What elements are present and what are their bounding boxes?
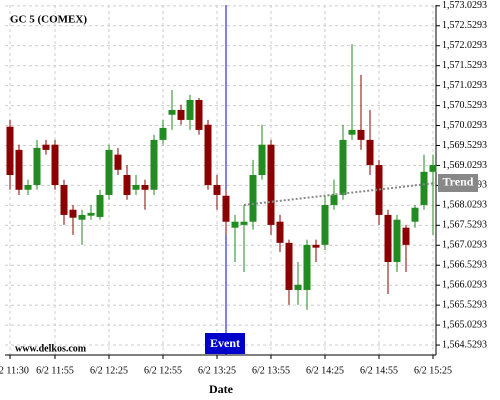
candle-body (132, 184, 140, 190)
candle-body (222, 195, 230, 222)
y-tick-label: 1,571.5293 (442, 60, 487, 71)
y-tick-label: 1,572.0293 (442, 40, 487, 51)
candle-body (78, 214, 86, 220)
candle-body (105, 149, 113, 195)
candle-body (420, 171, 428, 205)
candle-body (348, 129, 356, 135)
candle-body (204, 124, 212, 185)
y-tick-label: 1,571.0293 (442, 80, 487, 91)
y-tick-label: 1,565.0293 (442, 319, 487, 330)
y-tick-label: 1,567.5293 (442, 220, 487, 231)
x-tick-label: 6/2 11:55 (36, 365, 74, 376)
y-tick-label: 1,569.0293 (442, 160, 487, 171)
candle-body (213, 184, 221, 195)
candle-body (303, 244, 311, 290)
candle-body (375, 165, 383, 215)
candle-body (276, 221, 284, 243)
x-tick-label: 6/2 15:25 (414, 365, 452, 376)
y-tick-label: 1,572.5293 (442, 20, 487, 31)
event-label-box (205, 333, 245, 354)
trend-label-box (438, 173, 478, 192)
y-tick-label: 1,567.0293 (442, 240, 487, 251)
y-tick-label: 1,564.5293 (442, 339, 487, 350)
candle-body (42, 144, 50, 150)
candle-body (258, 144, 266, 176)
y-tick-label: 1,566.0293 (442, 279, 487, 290)
candle-body (267, 144, 275, 225)
y-tick-label: 1,573.0293 (442, 0, 487, 11)
trend-label: Trend (443, 175, 474, 189)
y-tick-label: 1,565.5293 (442, 299, 487, 310)
candle-body (96, 194, 104, 217)
candle-body (123, 175, 131, 195)
x-tick-label: 6/2 14:55 (360, 365, 398, 376)
candle-body (339, 139, 347, 195)
event-label: Event (210, 336, 240, 350)
candle-body (15, 149, 23, 190)
candle-body (384, 214, 392, 263)
x-tick-label: 6/2 12:55 (144, 365, 182, 376)
x-tick-label: 6/2 12:25 (90, 365, 128, 376)
watermark: www.delkos.com (15, 343, 87, 354)
candle-body (114, 154, 122, 170)
candle-body (186, 99, 194, 120)
candle-body (231, 221, 239, 228)
candle-body (321, 204, 329, 245)
candle-body (6, 126, 14, 176)
candle-body (87, 212, 95, 216)
candle-body (240, 221, 248, 225)
candle-body (159, 127, 167, 140)
candle-body (366, 139, 374, 166)
candle-body (393, 219, 401, 263)
candle-body (402, 227, 410, 245)
x-tick-label: 6/2 13:25 (198, 365, 236, 376)
candle-body (150, 139, 158, 190)
candle-body (249, 175, 257, 222)
x-tick-label: 6/2 13:55 (252, 365, 290, 376)
candle-body (312, 244, 320, 248)
candle-body (195, 99, 203, 130)
candle-body (168, 109, 176, 115)
candle-body (411, 207, 419, 222)
candle-body (60, 184, 68, 215)
candle-body (330, 194, 338, 205)
trend-line (243, 181, 437, 206)
candle-body (285, 242, 293, 290)
candle-body (33, 147, 41, 185)
candle-body (24, 184, 32, 190)
chart-title: GC 5 (COMEX) (10, 14, 87, 26)
candle-body (357, 129, 365, 140)
candle-body (294, 284, 302, 290)
candle-body (51, 144, 59, 185)
candle-body (429, 165, 437, 172)
x-tick-label: 6/2 11:30 (0, 365, 29, 376)
x-tick-label: 6/2 14:25 (306, 365, 344, 376)
y-tick-label: 1,566.5293 (442, 260, 487, 271)
candle-body (141, 184, 149, 190)
y-tick-label: 1,570.0293 (442, 120, 487, 131)
y-tick-label: 1,568.0293 (442, 200, 487, 211)
candle-body (69, 209, 77, 218)
y-tick-label: 1,569.5293 (442, 140, 487, 151)
candle-body (177, 109, 185, 120)
x-axis-title: Date (209, 382, 234, 396)
y-tick-label: 1,570.5293 (442, 100, 487, 111)
